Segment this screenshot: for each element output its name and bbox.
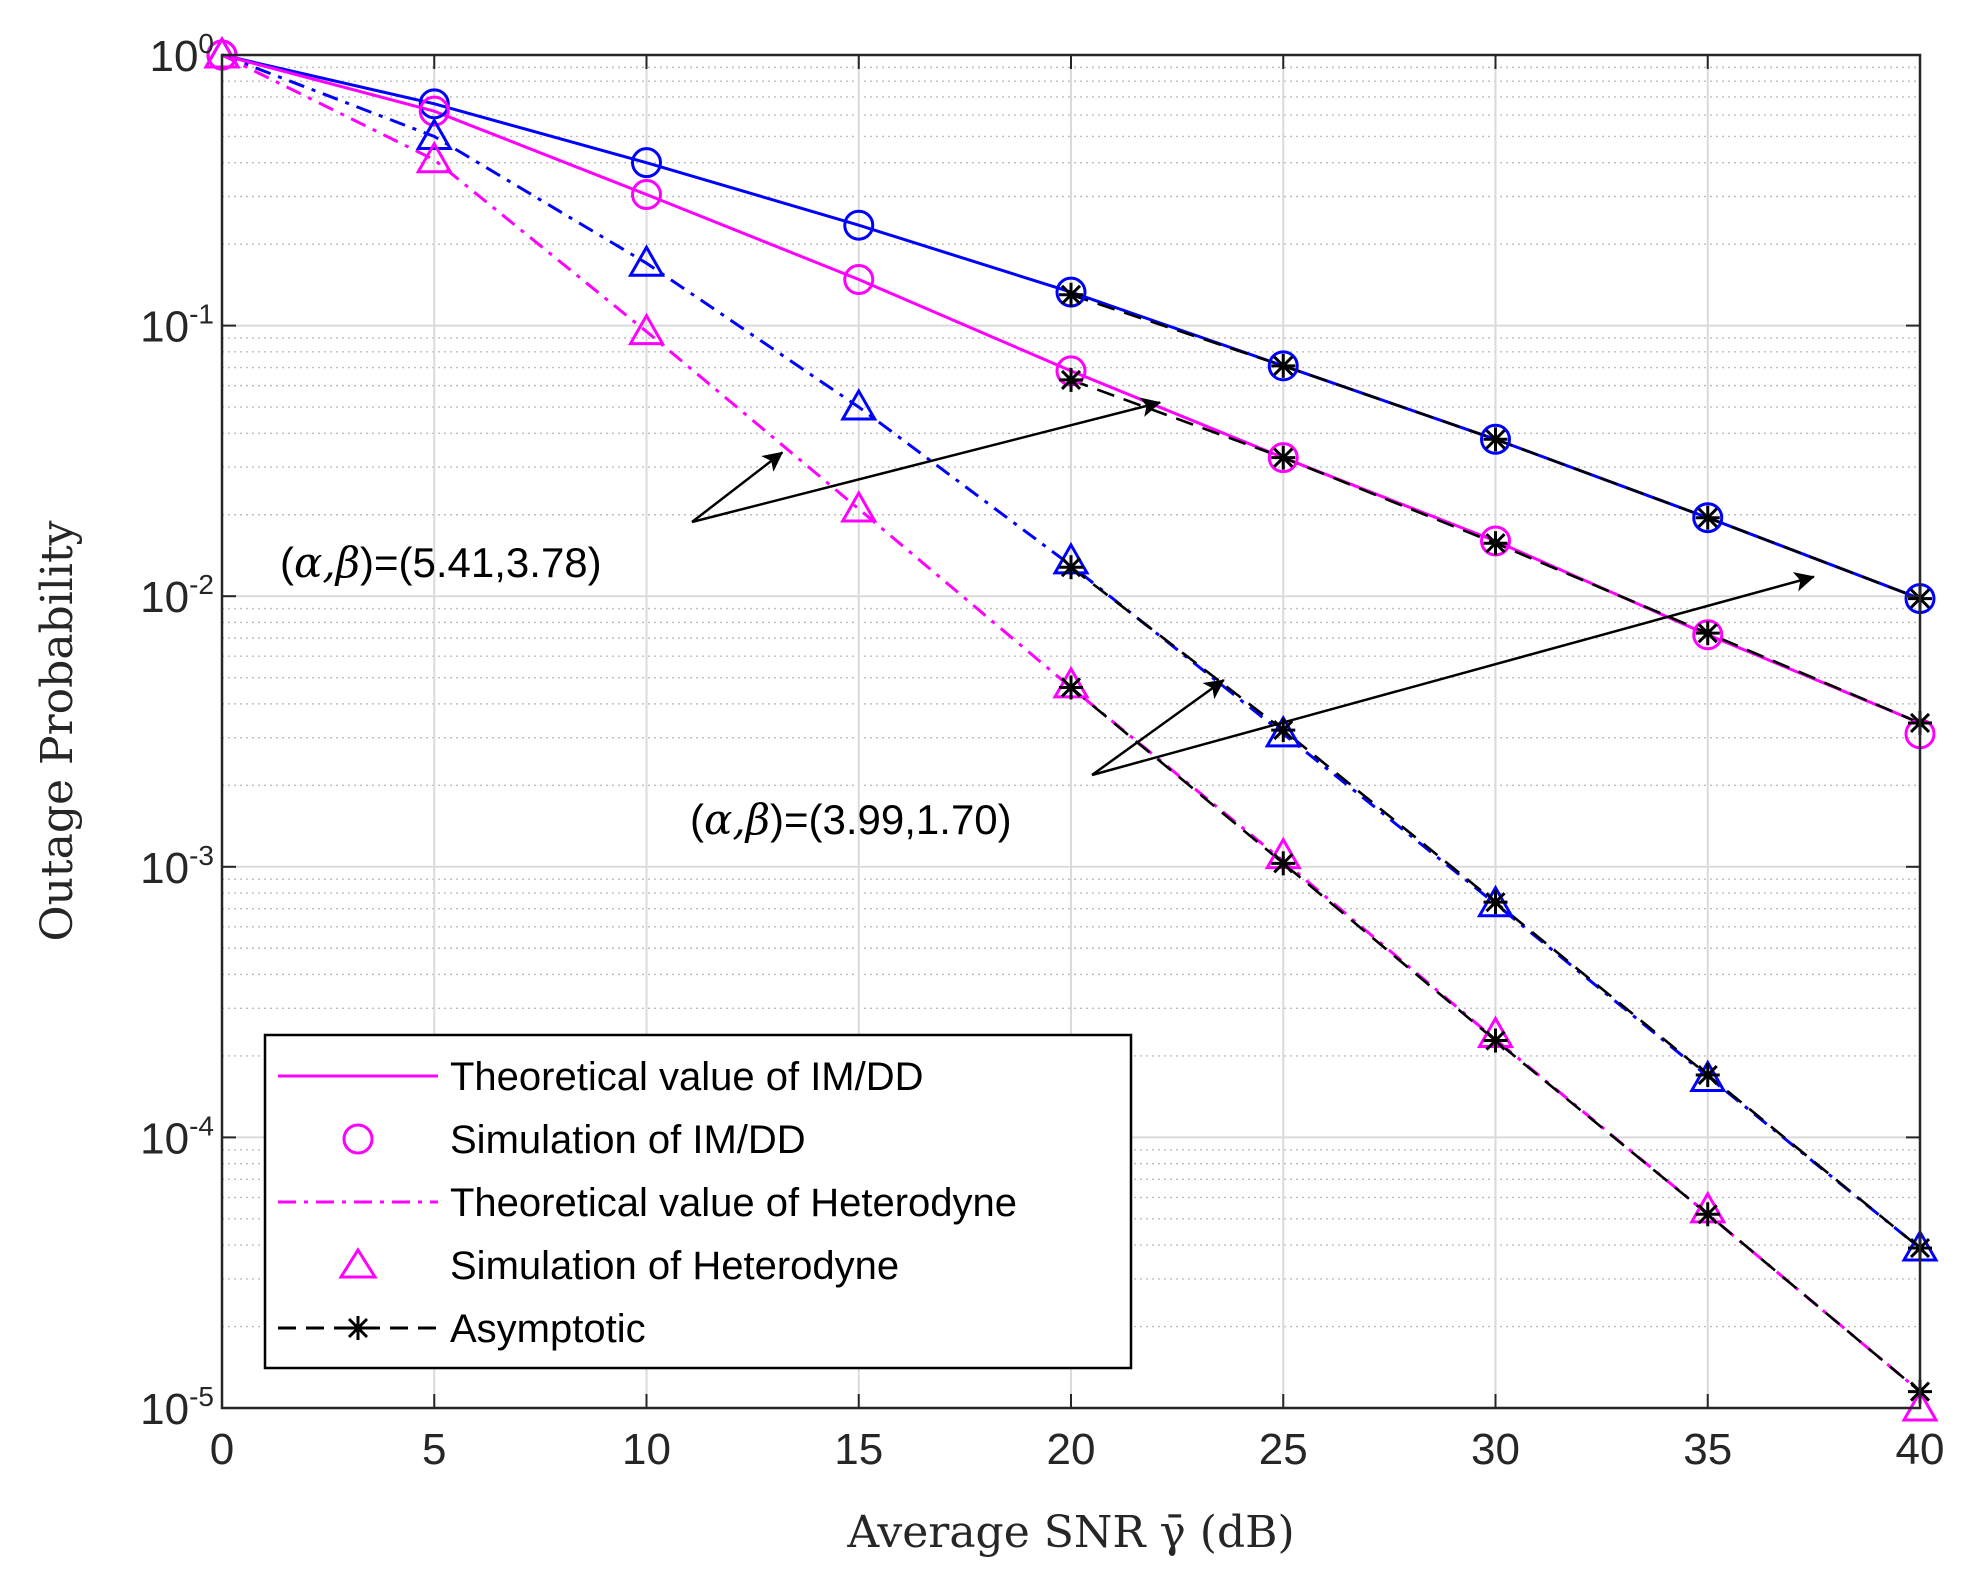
asterisk-marker (1059, 675, 1083, 700)
annotation-label-1: (α,β)=(5.41,3.78) (280, 538, 602, 587)
triangle-marker (627, 244, 666, 277)
x-tick-label: 15 (834, 1425, 883, 1474)
annotation-label-2: (α,β)=(3.99,1.70) (690, 795, 1012, 844)
y-axis-title: Outage Probability (32, 520, 83, 941)
asterisk-marker (1483, 1028, 1508, 1053)
y-tick-label: 10-1 (140, 299, 214, 352)
circle-marker (631, 179, 662, 211)
triangle-marker (415, 140, 453, 174)
x-tick-label: 5 (422, 1425, 446, 1474)
asterisk-marker (1483, 427, 1508, 452)
circle-marker (1267, 442, 1299, 474)
circle-marker (1267, 350, 1299, 382)
x-axis-title: Average SNR γ̄ (dB) (846, 1507, 1294, 1558)
legend-label: Asymptotic (450, 1307, 646, 1351)
triangle-marker (1901, 1388, 1939, 1422)
legend: Theoretical value of IM/DD Simulation of… (263, 1033, 1133, 1370)
annotation-arrow (691, 397, 1162, 524)
annotations: (α,β)=(5.41,3.78) (α,β)=(3.99,1.70) (280, 397, 1815, 844)
x-tick-label: 30 (1471, 1425, 1520, 1474)
annotation-arrow (1091, 572, 1815, 777)
y-tick-label: 100 (149, 28, 214, 81)
triangle-marker (840, 388, 878, 421)
x-tick-label: 20 (1047, 1425, 1096, 1474)
legend-entry-imdd-simulation: Simulation of IM/DD (342, 1118, 806, 1162)
legend-label: Theoretical value of Heterodyne (450, 1181, 1017, 1225)
circle-marker (843, 264, 875, 296)
legend-entry-heterodyne-simulation: Simulation of Heterodyne (338, 1244, 899, 1288)
asterisk-marker (1059, 555, 1083, 580)
asterisk-marker (1271, 445, 1296, 470)
asterisk-marker (1695, 505, 1720, 530)
annotation-arrow (1091, 679, 1225, 777)
legend-triangle-marker-icon (338, 1247, 378, 1279)
legend-label: Theoretical value of IM/DD (450, 1055, 924, 1099)
legend-asterisk-marker-icon (346, 1316, 370, 1340)
legend-circle-marker-icon (342, 1123, 374, 1155)
legend-entry-asymptotic: Asymptotic (278, 1307, 646, 1351)
circle-marker (1480, 423, 1511, 455)
asterisk-marker (1271, 353, 1296, 378)
y-axis-ticks: 100 10-1 10-2 10-3 10-4 10-5 (140, 28, 1920, 1434)
triangle-marker (1689, 1059, 1727, 1093)
asterisk-marker (1483, 890, 1508, 915)
x-tick-label: 25 (1259, 1425, 1308, 1474)
series-line-6 (221, 53, 1921, 1393)
circle-marker (1692, 502, 1724, 534)
circle-marker (843, 209, 875, 241)
series-line-11 (1070, 686, 1921, 1393)
legend-entry-heterodyne-theory: Theoretical value of Heterodyne (278, 1181, 1017, 1225)
triangle-marker (1264, 714, 1302, 748)
y-tick-label: 10-2 (140, 569, 214, 622)
asterisk-marker (1483, 531, 1508, 556)
circle-marker (1692, 619, 1724, 651)
asterisk-marker (1059, 282, 1083, 307)
x-axis-ticks: 0 5 10 15 20 25 30 35 40 (210, 55, 1945, 1474)
asterisk-marker (1059, 367, 1083, 392)
circle-marker (418, 95, 450, 127)
asterisk-marker (1695, 1202, 1720, 1227)
asterisk-marker (1695, 1063, 1720, 1088)
annotation-arrow (691, 451, 784, 523)
x-tick-label: 10 (622, 1425, 671, 1474)
legend-entry-imdd-theory: Theoretical value of IM/DD (278, 1055, 924, 1099)
x-tick-label: 0 (210, 1425, 234, 1474)
triangle-marker (415, 117, 453, 150)
y-tick-label: 10-5 (140, 1381, 214, 1434)
legend-label: Simulation of Heterodyne (450, 1244, 899, 1288)
asterisk-marker (1695, 621, 1720, 646)
triangle-marker (840, 489, 878, 523)
legend-label: Simulation of IM/DD (450, 1118, 806, 1162)
y-tick-label: 10-4 (140, 1110, 214, 1163)
x-tick-label: 40 (1896, 1425, 1945, 1474)
x-tick-label: 35 (1683, 1425, 1732, 1474)
triangle-marker (627, 312, 666, 346)
y-tick-label: 10-3 (140, 840, 214, 893)
asterisk-marker (1271, 851, 1296, 876)
circle-marker (631, 147, 662, 179)
